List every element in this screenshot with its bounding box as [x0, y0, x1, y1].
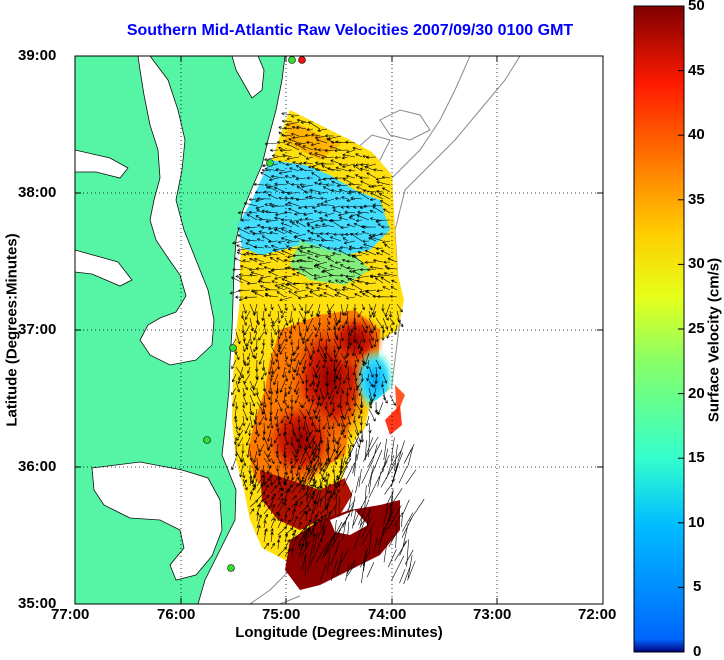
colorbar-tick-label: 15	[688, 449, 705, 466]
station-marker	[203, 436, 211, 444]
colorbar-tick-label: 50	[688, 0, 705, 14]
delaware-bay	[231, 56, 265, 99]
colorbar-ticks	[678, 5, 684, 588]
arrow-vectors	[229, 112, 425, 585]
figure-title: Southern Mid-Atlantic Raw Velocities 200…	[126, 22, 574, 39]
x-tick-label: 74:00	[368, 606, 407, 623]
colorbar-tick-label: 25	[688, 320, 705, 337]
y-tick-label: 36:00	[18, 458, 57, 475]
colorbar-tick-label: 30	[688, 255, 705, 272]
x-axis-label: Longitude (Degrees:Minutes)	[235, 624, 443, 641]
x-tick-label: 77:00	[51, 606, 90, 623]
station-marker	[288, 56, 296, 64]
river-inlet-2	[75, 249, 133, 287]
colorbar-tick-label: 10	[688, 514, 705, 531]
x-tick-label: 76:00	[157, 606, 196, 623]
x-tick-label: 72:00	[578, 606, 617, 623]
colorbar-tick-label: 35	[688, 191, 705, 208]
colorbar-tick-label: 0	[693, 643, 702, 660]
pamlico-sound	[91, 461, 223, 581]
axis-ticks	[75, 56, 603, 604]
colorbar-tick-label: 40	[688, 126, 705, 143]
x-tick-label: 73:00	[473, 606, 512, 623]
grid-lines	[75, 56, 603, 604]
chesapeake-bay	[137, 56, 215, 366]
y-tick-label: 38:00	[18, 184, 57, 201]
y-tick-label: 39:00	[18, 47, 57, 64]
colorbar-tick-label: 45	[688, 62, 705, 79]
velocity-arrows	[229, 112, 425, 585]
x-tick-label: 75:00	[262, 606, 301, 623]
river-inlet	[75, 149, 129, 179]
colorbar	[633, 5, 685, 653]
station-marker	[227, 564, 235, 572]
station-marker	[266, 159, 274, 167]
station-marker	[229, 344, 237, 352]
radar-stations	[203, 56, 306, 572]
colorbar-tick-label: 5	[693, 578, 702, 595]
colorbar-tick-label: 20	[688, 385, 705, 402]
y-tick-label: 35:00	[18, 595, 57, 612]
y-tick-label: 37:00	[18, 321, 57, 338]
station-marker	[298, 56, 306, 64]
